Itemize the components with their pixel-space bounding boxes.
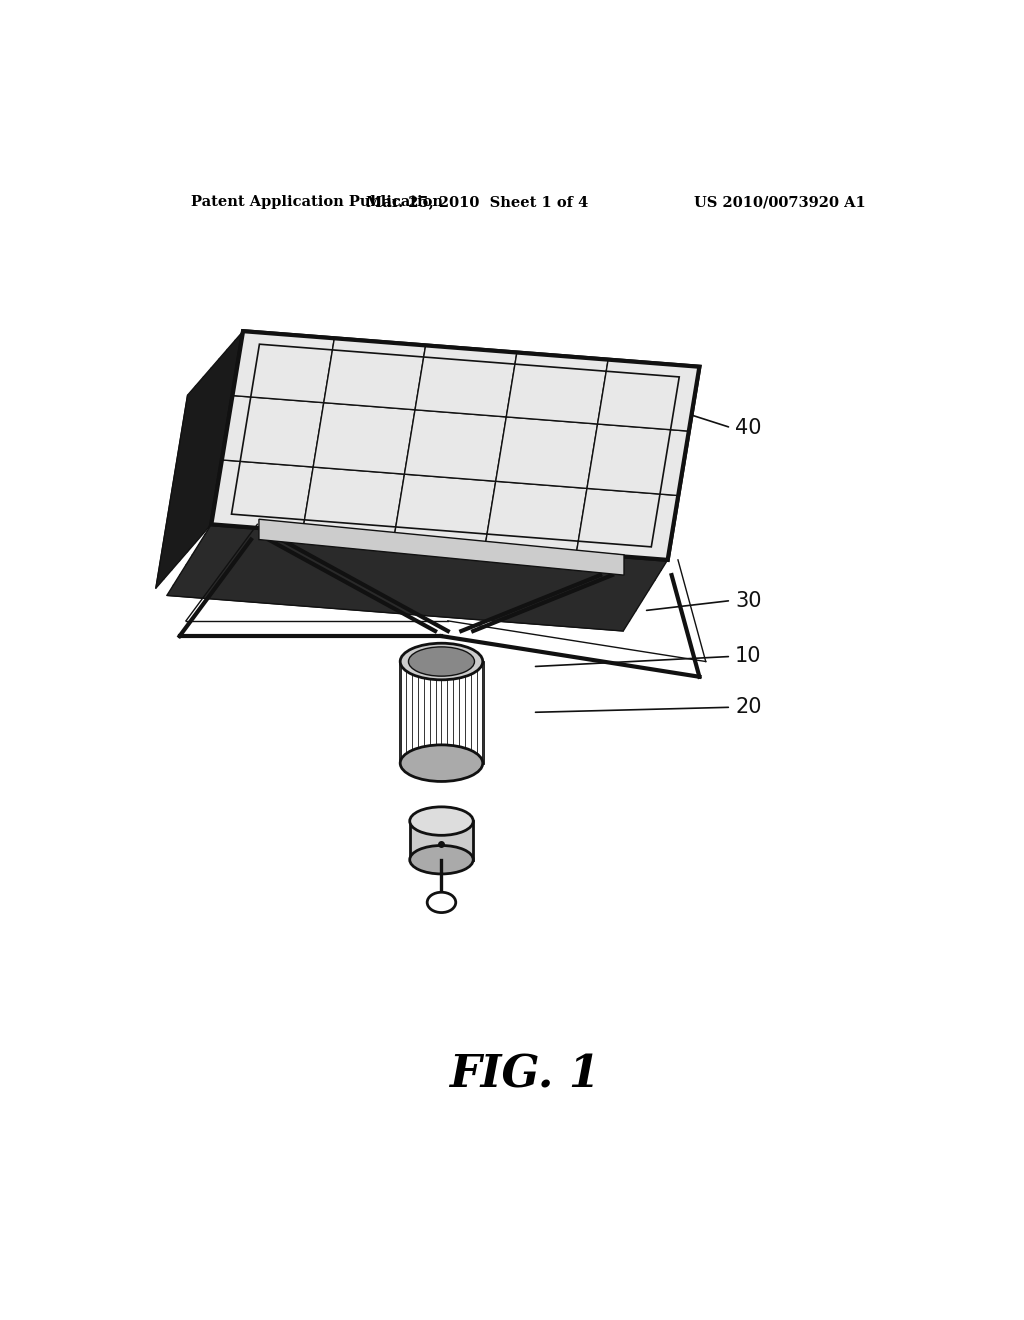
Polygon shape	[259, 519, 624, 576]
Polygon shape	[232, 331, 334, 403]
Polygon shape	[303, 467, 404, 539]
Polygon shape	[577, 488, 678, 560]
Text: Patent Application Publication: Patent Application Publication	[191, 195, 443, 209]
Text: FIG. 1: FIG. 1	[450, 1053, 600, 1097]
Polygon shape	[211, 331, 699, 560]
Text: 40: 40	[735, 417, 762, 438]
Ellipse shape	[410, 807, 473, 836]
Polygon shape	[496, 417, 598, 488]
Polygon shape	[222, 396, 324, 467]
Polygon shape	[313, 403, 415, 474]
Ellipse shape	[409, 647, 474, 676]
Text: 10: 10	[735, 647, 762, 667]
Text: 30: 30	[735, 590, 762, 611]
Polygon shape	[156, 331, 243, 589]
Polygon shape	[485, 482, 587, 553]
Ellipse shape	[400, 643, 482, 680]
Ellipse shape	[410, 846, 473, 874]
Bar	[410, 821, 473, 859]
Bar	[400, 661, 482, 763]
Polygon shape	[324, 338, 426, 409]
Text: 20: 20	[735, 697, 762, 717]
Polygon shape	[587, 424, 689, 495]
Polygon shape	[598, 359, 699, 432]
Polygon shape	[506, 352, 608, 424]
Polygon shape	[415, 346, 517, 417]
Ellipse shape	[427, 892, 456, 912]
Polygon shape	[211, 459, 313, 532]
Polygon shape	[167, 524, 668, 631]
Text: Mar. 25, 2010  Sheet 1 of 4: Mar. 25, 2010 Sheet 1 of 4	[366, 195, 589, 209]
Polygon shape	[394, 474, 496, 545]
Ellipse shape	[400, 744, 482, 781]
Polygon shape	[404, 409, 506, 482]
Text: US 2010/0073920 A1: US 2010/0073920 A1	[694, 195, 866, 209]
